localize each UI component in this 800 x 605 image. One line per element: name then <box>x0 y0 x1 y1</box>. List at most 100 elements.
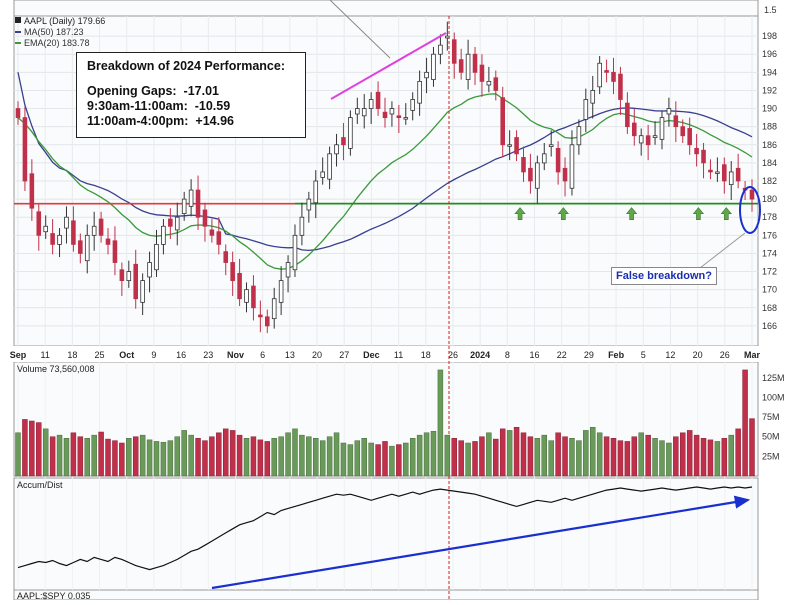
candle-body <box>327 153 332 180</box>
date-tick-label: 16 <box>530 350 540 360</box>
volume-bar <box>271 438 277 477</box>
date-tick-label: 9 <box>151 350 156 360</box>
candle-body <box>105 238 111 245</box>
annotation-row: 9:30am-11:00am: -10.59 <box>87 99 231 113</box>
price-legend: AAPL (Daily) 179.66 MA(50) 187.23 EMA(20… <box>15 16 105 48</box>
volume-bar <box>126 438 132 477</box>
volume-tick-label: 50M <box>762 432 780 442</box>
annotation-row: 11:00am-4:00pm: +14.96 <box>87 114 234 128</box>
volume-bar <box>444 434 451 477</box>
candle-body <box>375 91 381 109</box>
price-tick-label: 184 <box>762 158 777 168</box>
volume-bar <box>493 438 499 477</box>
candle-body <box>438 44 443 55</box>
volume-bar <box>347 444 354 477</box>
volume-bar <box>375 444 381 477</box>
moving-averages <box>14 16 758 600</box>
breakdown-circle <box>739 186 761 234</box>
volume-bar <box>77 436 84 477</box>
volume-bar <box>555 432 561 477</box>
date-tick-label: 2024 <box>470 350 490 360</box>
legend-ema20: EMA(20) 183.78 <box>24 38 90 48</box>
price-tick-label: 186 <box>762 140 777 150</box>
candle-body <box>271 298 277 320</box>
candle-body <box>264 316 270 327</box>
volume-bar <box>576 440 582 477</box>
date-tick-label: 11 <box>394 350 403 360</box>
candle-body <box>57 234 62 245</box>
accum-dist-label: Accum/Dist <box>17 480 63 490</box>
candle-body <box>181 198 187 215</box>
top-indicator-strip <box>13 0 759 17</box>
price-y-axis: 166 168 170 172 174 176 178 180 182 184 186 188 190 1… <box>762 31 777 331</box>
volume-bar <box>382 441 388 477</box>
x-axis-band <box>0 346 800 362</box>
candle-body <box>251 285 256 309</box>
date-tick-label: 12 <box>665 350 675 360</box>
volume-tick-label: 25M <box>762 451 780 461</box>
volume-bar <box>451 438 457 477</box>
date-tick-label: 27 <box>339 350 349 360</box>
volume-bar <box>56 434 63 477</box>
candle-body <box>417 80 422 104</box>
volume-bar <box>340 442 347 477</box>
volume-bar <box>693 434 700 477</box>
candle-body <box>244 289 249 303</box>
volume-bar <box>617 440 624 477</box>
candle-body <box>84 234 90 262</box>
candle-body <box>535 162 540 189</box>
volume-bar <box>361 438 367 477</box>
price-tick-label: 190 <box>762 104 777 114</box>
volume-bar <box>250 436 257 477</box>
candle-body <box>230 262 235 282</box>
candle-body <box>618 73 623 100</box>
candle-body <box>368 99 374 109</box>
volume-bar <box>603 436 610 477</box>
price-tick-label: 194 <box>762 67 777 77</box>
volume-bar <box>721 438 728 477</box>
candle-body <box>43 225 48 233</box>
callout-line <box>699 232 746 269</box>
volume-bar <box>160 441 167 477</box>
volume-bar <box>153 441 160 477</box>
candle-body <box>514 137 519 155</box>
candle-body <box>22 117 28 182</box>
date-tick-label: Oct <box>119 350 134 360</box>
candle-body <box>396 115 402 119</box>
candle-body <box>625 102 630 128</box>
candle-body <box>451 39 457 64</box>
volume-bar <box>499 428 506 477</box>
price-tick-label: 174 <box>762 248 777 258</box>
candle-body <box>507 144 512 147</box>
volume-bar <box>216 432 222 477</box>
volume-bar <box>354 440 361 477</box>
price-tick-label: 178 <box>762 212 777 222</box>
candle-body <box>133 263 139 300</box>
candle-body <box>403 117 409 120</box>
volume-tick-label: 75M <box>762 412 780 422</box>
candlesticks <box>15 21 755 334</box>
volume-bar <box>22 419 28 477</box>
price-tick-label: 170 <box>762 285 777 295</box>
volume-tick-label: 100M <box>762 392 785 402</box>
volume-bar <box>583 430 589 477</box>
volume-bar <box>84 438 90 477</box>
date-tick-label: 20 <box>312 350 322 360</box>
price-tick-label: 176 <box>762 230 777 240</box>
volume-bar <box>181 430 187 477</box>
candle-body <box>528 167 533 182</box>
candle-body <box>320 171 325 178</box>
candle-body <box>140 280 145 303</box>
volume-bars <box>15 369 755 477</box>
pointer-line <box>329 0 391 59</box>
legend-ma50: MA(50) 187.23 <box>24 27 84 37</box>
volume-bar <box>119 442 125 477</box>
date-tick-label: 29 <box>584 350 594 360</box>
volume-bar <box>666 442 672 477</box>
candle-body <box>161 225 166 245</box>
volume-bar <box>541 434 548 477</box>
candle-body <box>355 108 360 115</box>
volume-bar <box>728 434 734 477</box>
volume-bar <box>458 440 464 477</box>
